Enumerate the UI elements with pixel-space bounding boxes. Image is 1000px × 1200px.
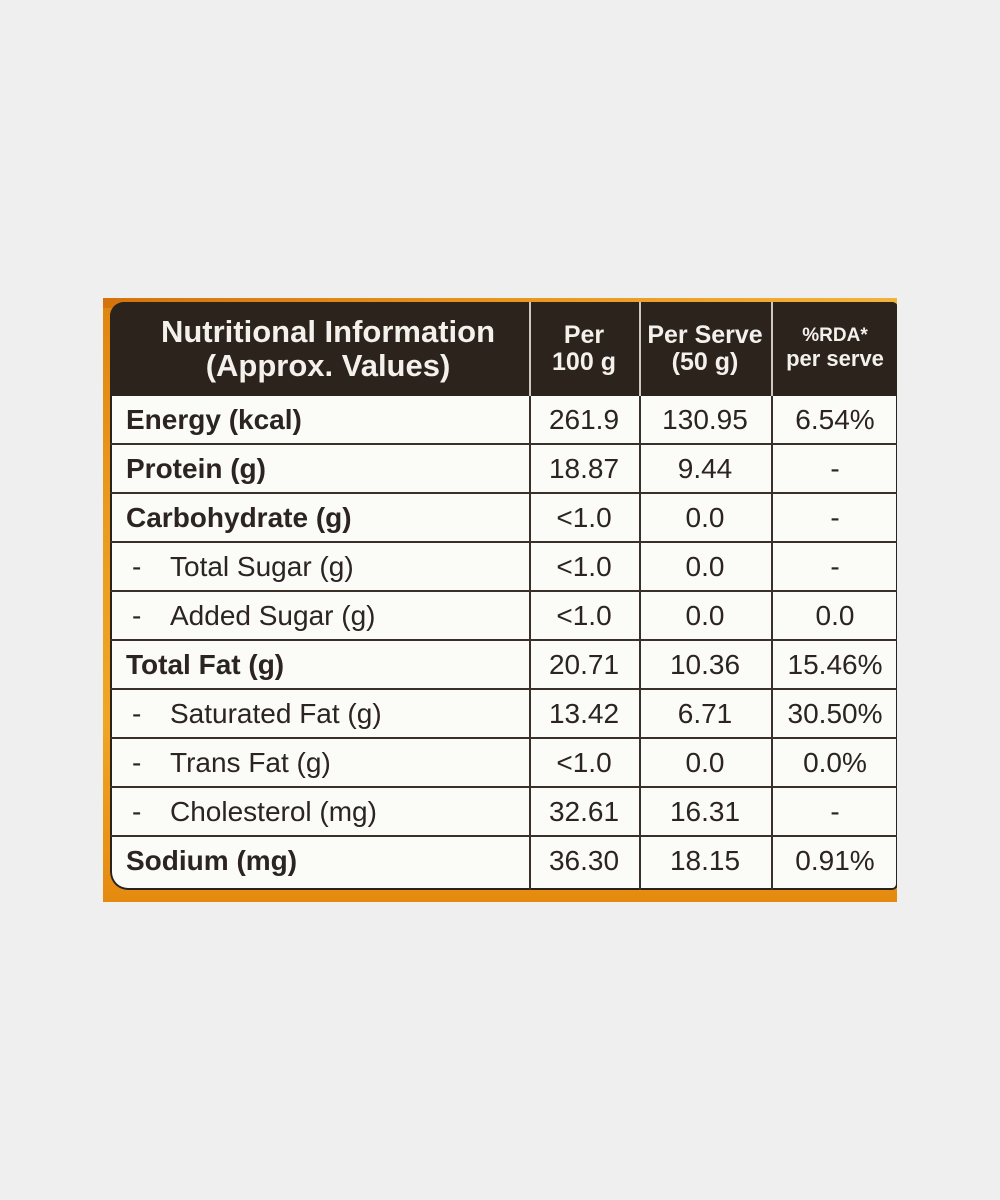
header-title-line1: Nutritional Information <box>160 313 496 349</box>
header-title-line2: (Approx. Values) <box>205 348 451 383</box>
nutrient-name: Sodium (mg) <box>126 837 526 884</box>
header-per100-line1: Per <box>563 320 605 349</box>
per-serve-value: 16.31 <box>669 795 741 827</box>
per-100g-value: <1.0 <box>556 599 612 631</box>
nutrient-name: - Added Sugar (g) <box>132 592 532 639</box>
rda-value: - <box>830 795 840 827</box>
header-rda: %RDA* per serve <box>772 302 897 396</box>
sub-item-dash: - <box>132 697 142 729</box>
header-divider <box>639 302 641 396</box>
header-title: Nutritional Information (Approx. Values) <box>128 302 528 396</box>
table-body: Energy (kcal) 261.9 130.95 6.54% Protein… <box>110 396 897 890</box>
nutrient-label: Protein (g) <box>126 452 266 484</box>
nutrient-label: Cholesterol (mg) <box>170 795 377 827</box>
per-100g-value: <1.0 <box>556 550 612 582</box>
per-100g-value: <1.0 <box>556 501 612 533</box>
table-row: Sodium (mg) 36.30 18.15 0.91% <box>110 837 897 886</box>
nutrient-label: Added Sugar (g) <box>170 599 376 631</box>
per-100g-value: 32.61 <box>548 795 620 827</box>
per-serve-value: 0.0 <box>685 550 725 582</box>
sub-item-dash: - <box>132 795 142 827</box>
nutrient-label: Total Fat (g) <box>126 648 285 680</box>
nutrient-name: Carbohydrate (g) <box>126 494 526 541</box>
rda-value: - <box>830 550 840 582</box>
label-photo: Nutritional Information (Approx. Values)… <box>103 298 897 902</box>
table-row: - Cholesterol (mg) 32.61 16.31 - <box>110 788 897 837</box>
rda-value: 0.0% <box>803 746 867 778</box>
rda-value: 30.50% <box>787 697 883 729</box>
nutrient-label: Sodium (mg) <box>126 844 298 876</box>
table-row: Total Fat (g) 20.71 10.36 15.46% <box>110 641 897 690</box>
column-divider <box>529 396 531 890</box>
table-row: Carbohydrate (g) <1.0 0.0 - <box>110 494 897 543</box>
header-per-serve: Per Serve (50 g) <box>640 302 770 396</box>
per-serve-value: 0.0 <box>685 746 725 778</box>
per-serve-value: 18.15 <box>669 844 741 876</box>
per-100g-value: 20.71 <box>548 648 620 680</box>
nutrient-label: Total Sugar (g) <box>170 550 354 582</box>
column-divider <box>639 396 641 890</box>
per-serve-value: 6.71 <box>677 697 733 729</box>
header-serve-line2: (50 g) <box>671 348 739 376</box>
nutrient-label: Carbohydrate (g) <box>126 501 352 533</box>
nutrient-name: Energy (kcal) <box>126 396 526 443</box>
rda-value: 0.91% <box>795 844 875 876</box>
rda-value: - <box>830 452 840 484</box>
header-divider <box>529 302 531 396</box>
rda-value: 6.54% <box>795 403 875 435</box>
nutrient-label: Energy (kcal) <box>126 403 302 435</box>
nutrient-label: Trans Fat (g) <box>170 746 331 778</box>
header-rda-line1: %RDA* <box>802 325 868 347</box>
per-100g-value: 36.30 <box>548 844 620 876</box>
nutrient-name: - Cholesterol (mg) <box>132 788 532 835</box>
header-per100-line2: 100 g <box>552 348 616 376</box>
per-serve-value: 9.44 <box>677 452 733 484</box>
sub-item-dash: - <box>132 550 142 582</box>
per-serve-value: 0.0 <box>685 599 725 631</box>
per-100g-value: <1.0 <box>556 746 612 778</box>
per-serve-value: 10.36 <box>669 648 741 680</box>
nutrient-name: - Trans Fat (g) <box>132 739 532 786</box>
per-100g-value: 261.9 <box>548 403 620 435</box>
nutrient-name: Total Fat (g) <box>126 641 526 688</box>
column-divider <box>771 396 773 890</box>
header-rda-line2: per serve <box>786 346 884 372</box>
header-per-100g: Per 100 g <box>530 302 638 396</box>
header-serve-line1: Per Serve <box>647 320 763 349</box>
table-row: - Total Sugar (g) <1.0 0.0 - <box>110 543 897 592</box>
header-divider <box>771 302 773 396</box>
sub-item-dash: - <box>132 599 142 631</box>
per-100g-value: 18.87 <box>548 452 620 484</box>
nutrition-table: Nutritional Information (Approx. Values)… <box>110 302 897 890</box>
nutrient-name: - Total Sugar (g) <box>132 543 532 590</box>
per-serve-value: 0.0 <box>685 501 725 533</box>
table-row: - Saturated Fat (g) 13.42 6.71 30.50% <box>110 690 897 739</box>
rda-value: 0.0 <box>815 599 855 631</box>
nutrient-label: Saturated Fat (g) <box>170 697 382 729</box>
table-header: Nutritional Information (Approx. Values)… <box>110 302 897 396</box>
table-row: Protein (g) 18.87 9.44 - <box>110 445 897 494</box>
table-row: - Added Sugar (g) <1.0 0.0 0.0 <box>110 592 897 641</box>
nutrient-name: Protein (g) <box>126 445 526 492</box>
sub-item-dash: - <box>132 746 142 778</box>
nutrient-name: - Saturated Fat (g) <box>132 690 532 737</box>
per-100g-value: 13.42 <box>548 697 620 729</box>
table-row: Energy (kcal) 261.9 130.95 6.54% <box>110 396 897 445</box>
rda-value: - <box>830 501 840 533</box>
per-serve-value: 130.95 <box>662 403 748 435</box>
table-row: - Trans Fat (g) <1.0 0.0 0.0% <box>110 739 897 788</box>
rda-value: 15.46% <box>787 648 883 680</box>
